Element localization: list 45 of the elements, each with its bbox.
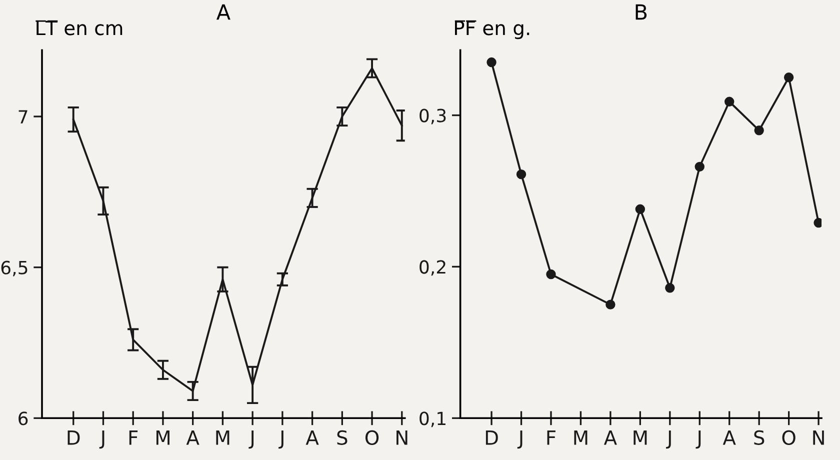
x-tick-label: M (634, 430, 647, 445)
x-tick-label: A (604, 430, 617, 445)
x-tick-label: F (129, 430, 138, 445)
x-tick-label: D (68, 430, 80, 445)
y-tick-label: 7 (18, 110, 28, 124)
x-tick-label: J (517, 430, 522, 449)
y-axis-title: P̅F̅ en g. (454, 20, 530, 40)
x-tick-label: M (574, 430, 588, 445)
x-tick-label: A (306, 430, 319, 445)
x-tick-label: J (248, 430, 254, 449)
x-tick-label: S (754, 430, 764, 445)
x-tick-label: O (365, 430, 379, 445)
y-tick-label: 0,3 (420, 108, 446, 124)
point (546, 269, 556, 280)
x-tick-label: N (813, 430, 824, 445)
point (784, 72, 794, 82)
chart-title: A (216, 4, 230, 20)
y-tick-label: 0,2 (420, 260, 446, 276)
x-tick-label: A (722, 430, 736, 445)
point (665, 283, 675, 293)
y-tick-label: 0,1 (420, 412, 446, 428)
point (516, 169, 526, 180)
x-tick-label: S (337, 430, 348, 445)
chart-title: B (636, 4, 647, 20)
x-tick-label: D (486, 430, 498, 445)
point (635, 204, 646, 214)
x-tick-label: F (547, 430, 556, 445)
point (814, 218, 822, 228)
y-tick-label: 6,5 (1, 260, 28, 276)
x-tick-label: N (396, 430, 408, 445)
point (694, 162, 704, 172)
point (606, 300, 616, 310)
point (486, 57, 496, 68)
x-tick-label: M (216, 430, 230, 445)
point (724, 96, 734, 106)
point (754, 126, 764, 136)
x-tick-label: J (696, 430, 701, 449)
y-tick-label: 6 (18, 412, 28, 426)
x-tick-label: O (782, 430, 796, 445)
y-axis-title: L̅T̅ en cm (36, 20, 122, 36)
x-tick-label: J (278, 430, 284, 449)
x-tick-label: M (156, 430, 170, 445)
x-tick-label: J (666, 430, 671, 449)
x-tick-label: A (186, 430, 200, 445)
x-tick-label: J (99, 430, 104, 449)
